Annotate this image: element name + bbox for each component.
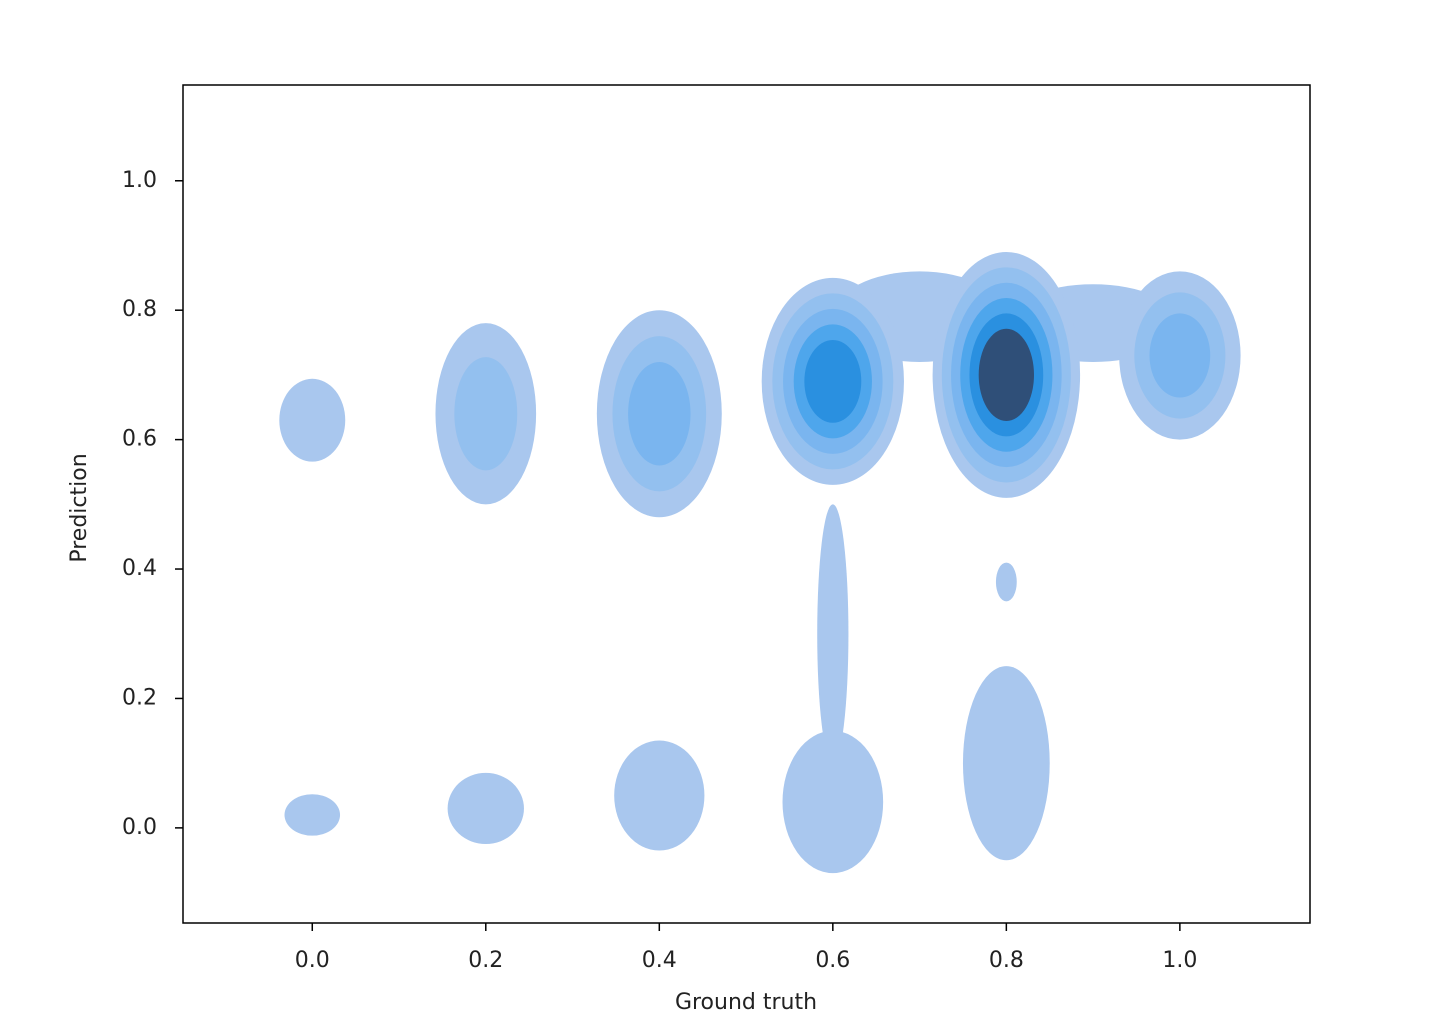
density-contour [614,740,705,851]
density-contour [804,339,862,423]
x-tick-label: 0.4 [642,948,677,973]
density-contour [782,730,884,874]
x-tick-label: 0.0 [295,948,330,973]
density-contour [447,772,524,845]
x-tick-label: 0.8 [989,948,1024,973]
y-tick-label: 1.0 [122,168,157,193]
x-axis-label: Ground truth [675,990,817,1015]
density-contour [817,504,849,764]
density-contour [962,666,1050,861]
x-tick-label: 0.2 [468,948,503,973]
plot-frame [182,84,1311,924]
y-tick-label: 0.8 [122,297,157,322]
y-tick-label: 0.6 [122,427,157,452]
density-contour [279,378,346,462]
density-contour [978,328,1034,422]
x-tick-label: 0.6 [815,948,850,973]
x-tick-label: 1.0 [1162,948,1197,973]
y-tick-label: 0.2 [122,685,157,710]
density-contour [995,562,1017,602]
y-axis-label: Prediction [67,453,92,562]
y-tick-label: 0.4 [122,556,157,581]
density-contour [284,794,341,836]
density-contour [1149,313,1211,398]
density-contour [454,357,518,471]
y-tick-label: 0.0 [122,815,157,840]
density-contour [628,361,691,466]
